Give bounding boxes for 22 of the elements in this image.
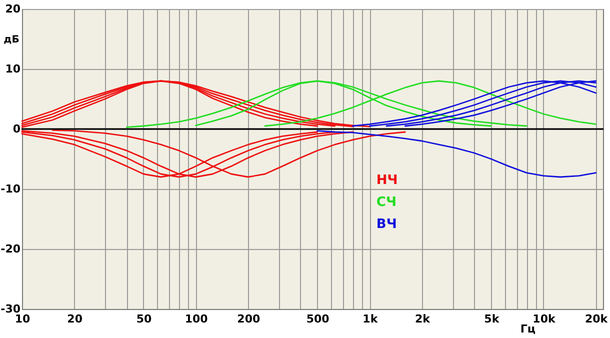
x-tick-label: 200 bbox=[237, 312, 260, 326]
x-tick-label: 5k bbox=[484, 312, 500, 326]
y-tick-label: 20 bbox=[5, 2, 21, 16]
x-tick-label: 10 bbox=[14, 312, 30, 326]
text: НЧ bbox=[376, 173, 398, 188]
x-tick-label: 2k bbox=[414, 312, 431, 326]
x-tick-label: 10k bbox=[532, 312, 556, 326]
y-tick-label: -10 bbox=[0, 182, 21, 196]
y-tick-label: -30 bbox=[0, 302, 21, 316]
x-tick-label: 50 bbox=[136, 312, 152, 326]
x-tick-label: 500 bbox=[306, 312, 330, 326]
x-tick-label: 1k bbox=[362, 312, 378, 326]
y-tick-label: 10 bbox=[5, 62, 21, 76]
x-tick-label: 20k bbox=[584, 312, 608, 326]
x-tick-label: 20 bbox=[67, 312, 83, 326]
x-tick-label: 100 bbox=[184, 312, 208, 326]
x-axis-title: Гц bbox=[520, 322, 536, 336]
y-tick-label: 0 bbox=[12, 122, 21, 136]
text: ВЧ bbox=[376, 217, 397, 232]
text: СЧ bbox=[376, 195, 396, 210]
y-axis-title: дБ bbox=[4, 34, 20, 46]
y-tick-label: -20 bbox=[0, 242, 21, 256]
